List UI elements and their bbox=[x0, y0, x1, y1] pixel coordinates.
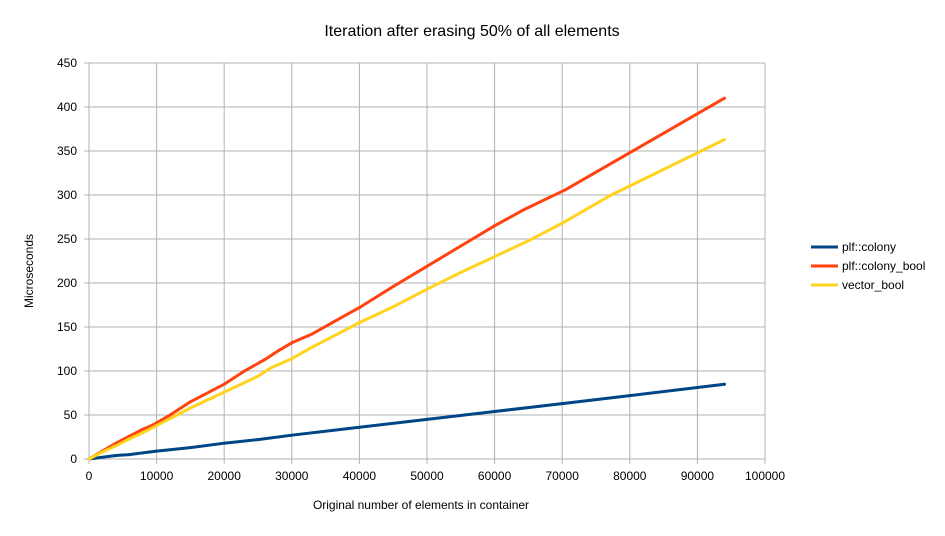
x-tick-label: 90000 bbox=[681, 469, 715, 483]
gridlines bbox=[88, 62, 766, 460]
x-tick-label: 100000 bbox=[745, 469, 785, 483]
data-point bbox=[222, 390, 226, 394]
data-point bbox=[141, 427, 145, 431]
data-point bbox=[242, 369, 246, 373]
data-point bbox=[564, 188, 568, 192]
legend-item: vector_bool bbox=[811, 278, 904, 292]
x-tick-label: 70000 bbox=[546, 469, 580, 483]
data-point bbox=[87, 457, 91, 461]
data-point bbox=[628, 394, 632, 398]
data-point bbox=[523, 207, 527, 211]
y-tick-label: 50 bbox=[64, 408, 78, 422]
y-tick-label: 150 bbox=[57, 320, 77, 334]
data-point bbox=[722, 138, 726, 142]
data-point bbox=[608, 194, 612, 198]
data-point bbox=[263, 358, 267, 362]
x-axis-label: Original number of elements in container bbox=[313, 498, 529, 512]
data-point bbox=[155, 449, 159, 453]
data-point bbox=[134, 452, 138, 456]
data-point bbox=[493, 409, 497, 413]
data-point bbox=[391, 305, 395, 309]
axes: 0 50 100 150 200 250 300 350 400 450 0 10000 20000 30… bbox=[57, 56, 785, 483]
data-point bbox=[141, 451, 145, 455]
series-group bbox=[87, 138, 726, 461]
data-point bbox=[155, 424, 159, 428]
data-point bbox=[222, 441, 226, 445]
x-tick-label: 10000 bbox=[140, 469, 174, 483]
data-point bbox=[330, 335, 334, 339]
data-point bbox=[270, 365, 274, 369]
data-point bbox=[188, 400, 192, 404]
data-point bbox=[357, 425, 361, 429]
series-line bbox=[87, 138, 726, 461]
data-point bbox=[425, 417, 429, 421]
legend-item: plf::colony_bool bbox=[811, 259, 925, 273]
data-point bbox=[425, 287, 429, 291]
x-tick-label: 40000 bbox=[343, 469, 377, 483]
x-tick-label: 20000 bbox=[208, 469, 242, 483]
data-point bbox=[114, 444, 118, 448]
data-point bbox=[107, 454, 111, 458]
data-point bbox=[357, 321, 361, 325]
x-tick-label: 80000 bbox=[613, 469, 647, 483]
legend-label: plf::colony_bool bbox=[842, 259, 925, 273]
data-point bbox=[310, 345, 314, 349]
data-point bbox=[290, 433, 294, 437]
y-tick-label: 300 bbox=[57, 188, 77, 202]
data-point bbox=[459, 270, 463, 274]
data-point bbox=[391, 285, 395, 289]
data-point bbox=[357, 306, 361, 310]
data-point bbox=[722, 96, 726, 100]
data-point bbox=[148, 450, 152, 454]
chart-title: Iteration after erasing 50% of all eleme… bbox=[324, 23, 619, 40]
data-point bbox=[121, 453, 125, 457]
x-tick-label: 60000 bbox=[478, 469, 512, 483]
data-point bbox=[290, 357, 294, 361]
data-point bbox=[222, 382, 226, 386]
x-tick-label: 0 bbox=[86, 469, 93, 483]
data-point bbox=[101, 455, 105, 459]
data-point bbox=[128, 437, 132, 441]
series-group bbox=[87, 382, 726, 461]
series-lines bbox=[87, 96, 726, 461]
data-point bbox=[188, 446, 192, 450]
data-point bbox=[256, 374, 260, 378]
y-tick-label: 350 bbox=[57, 144, 77, 158]
data-point bbox=[202, 393, 206, 397]
data-point bbox=[425, 264, 429, 268]
data-point bbox=[722, 382, 726, 386]
data-point bbox=[560, 221, 564, 225]
legend-label: plf::colony bbox=[842, 240, 896, 254]
y-tick-label: 0 bbox=[70, 452, 77, 466]
data-point bbox=[330, 321, 334, 325]
y-tick-label: 250 bbox=[57, 232, 77, 246]
data-point bbox=[141, 431, 145, 435]
y-tick-label: 100 bbox=[57, 364, 77, 378]
x-tick-label: 50000 bbox=[410, 469, 444, 483]
legend-label: vector_bool bbox=[842, 278, 904, 292]
y-axis-label: Microseconds bbox=[22, 234, 36, 308]
x-tick-label: 30000 bbox=[275, 469, 309, 483]
data-point bbox=[493, 224, 497, 228]
y-tick-label: 400 bbox=[57, 100, 77, 114]
data-point bbox=[560, 402, 564, 406]
data-point bbox=[459, 244, 463, 248]
data-point bbox=[526, 239, 530, 243]
data-point bbox=[128, 453, 132, 457]
data-point bbox=[114, 453, 118, 457]
data-point bbox=[256, 438, 260, 442]
data-point bbox=[188, 406, 192, 410]
data-point bbox=[168, 413, 172, 417]
data-point bbox=[310, 332, 314, 336]
y-tick-label: 450 bbox=[57, 56, 77, 70]
data-point bbox=[290, 341, 294, 345]
data-point bbox=[276, 349, 280, 353]
data-point bbox=[493, 255, 497, 259]
legend-item: plf::colony bbox=[811, 240, 896, 254]
y-tick-label: 200 bbox=[57, 276, 77, 290]
data-point bbox=[101, 450, 105, 454]
